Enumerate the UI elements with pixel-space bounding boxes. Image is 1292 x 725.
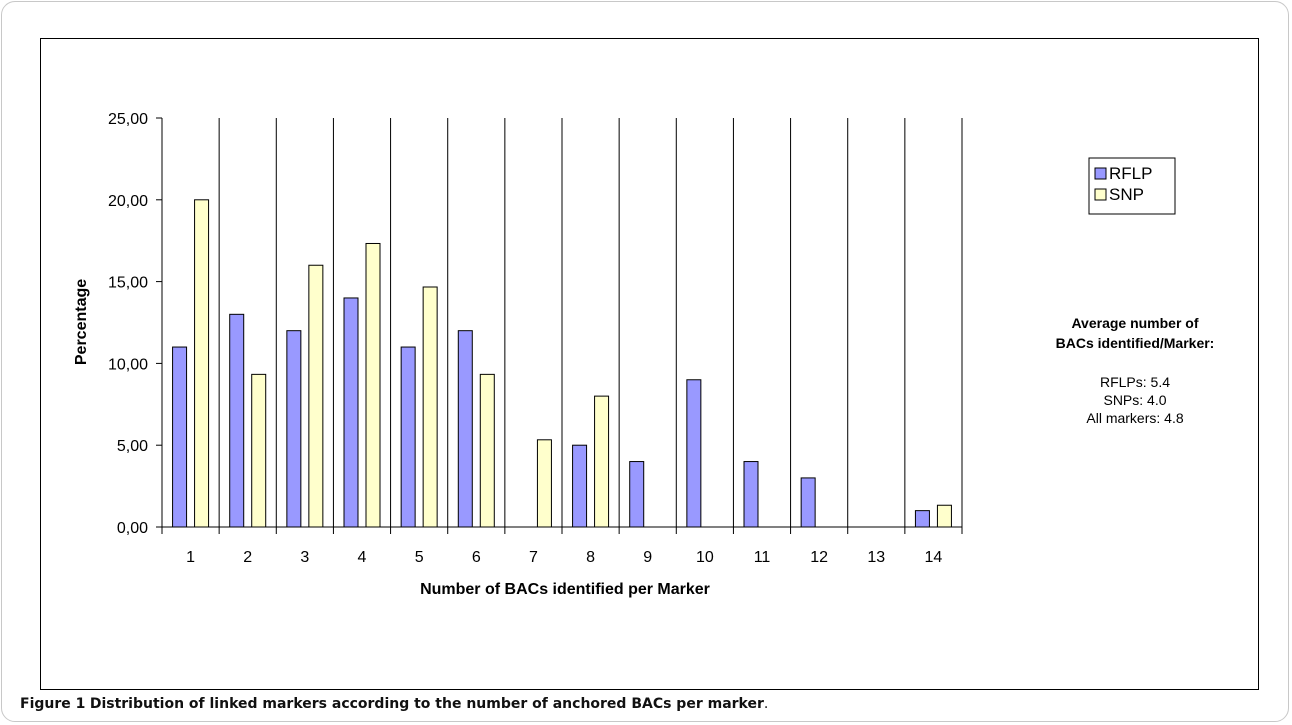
- bar-rflp: [343, 297, 359, 528]
- x-tick-label: 8: [586, 549, 595, 566]
- y-tick-label: 5,00: [117, 438, 148, 455]
- legend-box: [1088, 157, 1176, 215]
- y-axis-title: Percentage: [73, 279, 90, 365]
- bar-snp: [194, 199, 210, 528]
- x-tick-label: 10: [696, 549, 714, 566]
- legend-label-snp: SNP: [1109, 185, 1144, 204]
- bar-snp: [251, 373, 267, 528]
- bar-rflp: [172, 346, 188, 528]
- x-tick-label: 12: [810, 549, 828, 566]
- bar-rflp: [743, 461, 759, 528]
- x-tick-label: 3: [300, 549, 309, 566]
- bar-snp: [422, 286, 438, 528]
- x-axis-title: Number of BACs identified per Marker: [420, 581, 710, 598]
- y-tick-label: 20,00: [108, 193, 148, 210]
- annotation-line: RFLPs: 5.4: [1100, 374, 1170, 390]
- bar-snp: [479, 373, 495, 528]
- x-tick-label: 13: [867, 549, 885, 566]
- x-tick-label: 5: [415, 549, 424, 566]
- bar-rflp: [686, 379, 702, 528]
- y-tick-label: 25,00: [108, 111, 148, 128]
- bar-rflp: [629, 461, 645, 528]
- legend-label-rflp: RFLP: [1109, 164, 1152, 183]
- annotation-title: Average number of: [1071, 315, 1198, 331]
- annotation-line: SNPs: 4.0: [1103, 392, 1166, 408]
- x-tick-label: 14: [925, 549, 943, 566]
- bar-rflp: [286, 330, 302, 528]
- annotation-title: BACs identified/Marker:: [1056, 335, 1215, 351]
- annotation-line: All markers: 4.8: [1086, 410, 1183, 426]
- bar-rflp: [800, 477, 816, 528]
- x-tick-label: 6: [472, 549, 481, 566]
- x-tick-label: 9: [643, 549, 652, 566]
- bar-rflp: [914, 510, 930, 528]
- y-tick-label: 15,00: [108, 275, 148, 292]
- bar-snp: [594, 395, 610, 528]
- bar-snp: [365, 242, 381, 528]
- bar-snp: [936, 504, 952, 528]
- bar-rflp: [572, 444, 588, 528]
- caption-text: Distribution of linked markers according…: [89, 696, 764, 712]
- x-tick-label: 4: [358, 549, 367, 566]
- bar-rflp: [400, 346, 416, 528]
- legend-swatch-rflp: [1094, 167, 1107, 180]
- caption-label: Figure 1: [20, 696, 86, 712]
- caption-end: .: [763, 696, 769, 712]
- chart-area: [40, 38, 1259, 690]
- bar-snp: [308, 264, 324, 528]
- bar-rflp: [229, 313, 245, 528]
- x-tick-label: 11: [754, 549, 771, 566]
- bar-rflp: [457, 330, 473, 528]
- y-tick-label: 0,00: [117, 520, 148, 537]
- figure-caption: Figure 1 Distribution of linked markers …: [20, 696, 768, 712]
- x-tick-label: 1: [186, 549, 195, 566]
- legend-swatch-snp: [1094, 188, 1107, 201]
- y-tick-label: 10,00: [108, 356, 148, 373]
- x-tick-label: 2: [243, 549, 252, 566]
- x-tick-label: 7: [529, 549, 538, 566]
- bar-snp: [536, 439, 552, 528]
